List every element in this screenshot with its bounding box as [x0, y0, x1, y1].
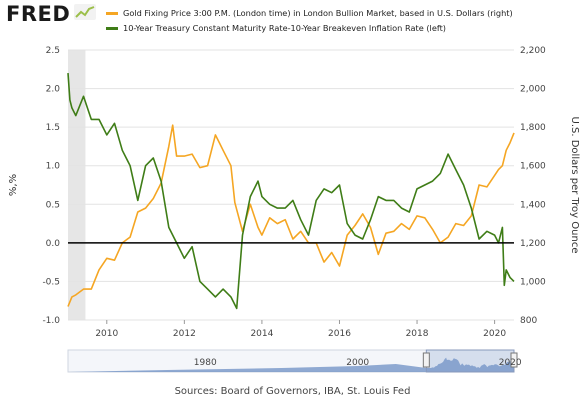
y-axis-title-left: %,% [8, 174, 19, 196]
y-tick-label-left: 1.5 [46, 123, 60, 133]
y-tick-label-left: 0.0 [46, 239, 61, 249]
y-tick-label-left: -1.0 [42, 316, 60, 326]
navigator-label: 2020 [499, 358, 522, 368]
y-tick-label-right: 2,000 [520, 85, 546, 95]
y-tick-label-left: 2.5 [46, 46, 60, 56]
y-tick-label-right: 1,400 [520, 200, 546, 210]
x-tick-label: 2018 [406, 329, 429, 339]
x-tick-label: 2012 [173, 329, 196, 339]
y-tick-label-right: 2,200 [520, 46, 546, 56]
y-tick-label-left: 1.0 [46, 162, 61, 172]
legend-label-gold: Gold Fixing Price 3:00 P.M. (London time… [123, 8, 513, 18]
legend-item-gold[interactable]: Gold Fixing Price 3:00 P.M. (London time… [106, 6, 513, 21]
y-tick-label-left: 0.5 [46, 200, 60, 210]
legend-label-real-yield: 10-Year Treasury Constant Maturity Rate-… [123, 23, 447, 33]
y-tick-label-right: 1,800 [520, 123, 546, 133]
y-tick-label-left: 2.0 [46, 85, 61, 95]
y-tick-label-left: -0.5 [42, 277, 60, 287]
chart-legend: Gold Fixing Price 3:00 P.M. (London time… [106, 6, 513, 36]
navigator-handle-right[interactable] [510, 352, 518, 368]
navigator-silhouette [68, 357, 514, 372]
navigator-label: 2000 [346, 358, 369, 368]
legend-swatch-real-yield [106, 27, 118, 30]
y-axis-title-right: U.S. Dollars per Troy Ounce [569, 117, 580, 254]
navigator-handle-left[interactable] [422, 352, 430, 368]
x-tick-label: 2020 [483, 329, 506, 339]
x-tick-label: 2010 [95, 329, 118, 339]
y-tick-label-right: 1,000 [520, 277, 546, 287]
series-line-gold [67, 124, 515, 307]
legend-swatch-gold [106, 12, 118, 15]
legend-item-real-yield[interactable]: 10-Year Treasury Constant Maturity Rate-… [106, 21, 513, 36]
source-note: Sources: Board of Governors, IBA, St. Lo… [174, 386, 411, 397]
recession-shade [68, 50, 86, 320]
navigator-label: 1980 [194, 358, 217, 368]
x-tick-label: 2014 [250, 329, 273, 339]
x-tick-label: 2016 [328, 329, 351, 339]
y-tick-label-right: 800 [520, 316, 537, 326]
fred-logo-chart-icon [74, 4, 96, 20]
chart-canvas: -1.0 -0.5 0.0 0.5 1.0 1.5 2.0 2.5 800 1,000 1,200 1… [8, 46, 580, 373]
y-tick-label-right: 1,600 [520, 162, 546, 172]
series-line-real-yield [67, 73, 515, 310]
y-tick-label-right: 1,200 [520, 239, 546, 249]
fred-logo[interactable]: FRED [6, 2, 71, 26]
